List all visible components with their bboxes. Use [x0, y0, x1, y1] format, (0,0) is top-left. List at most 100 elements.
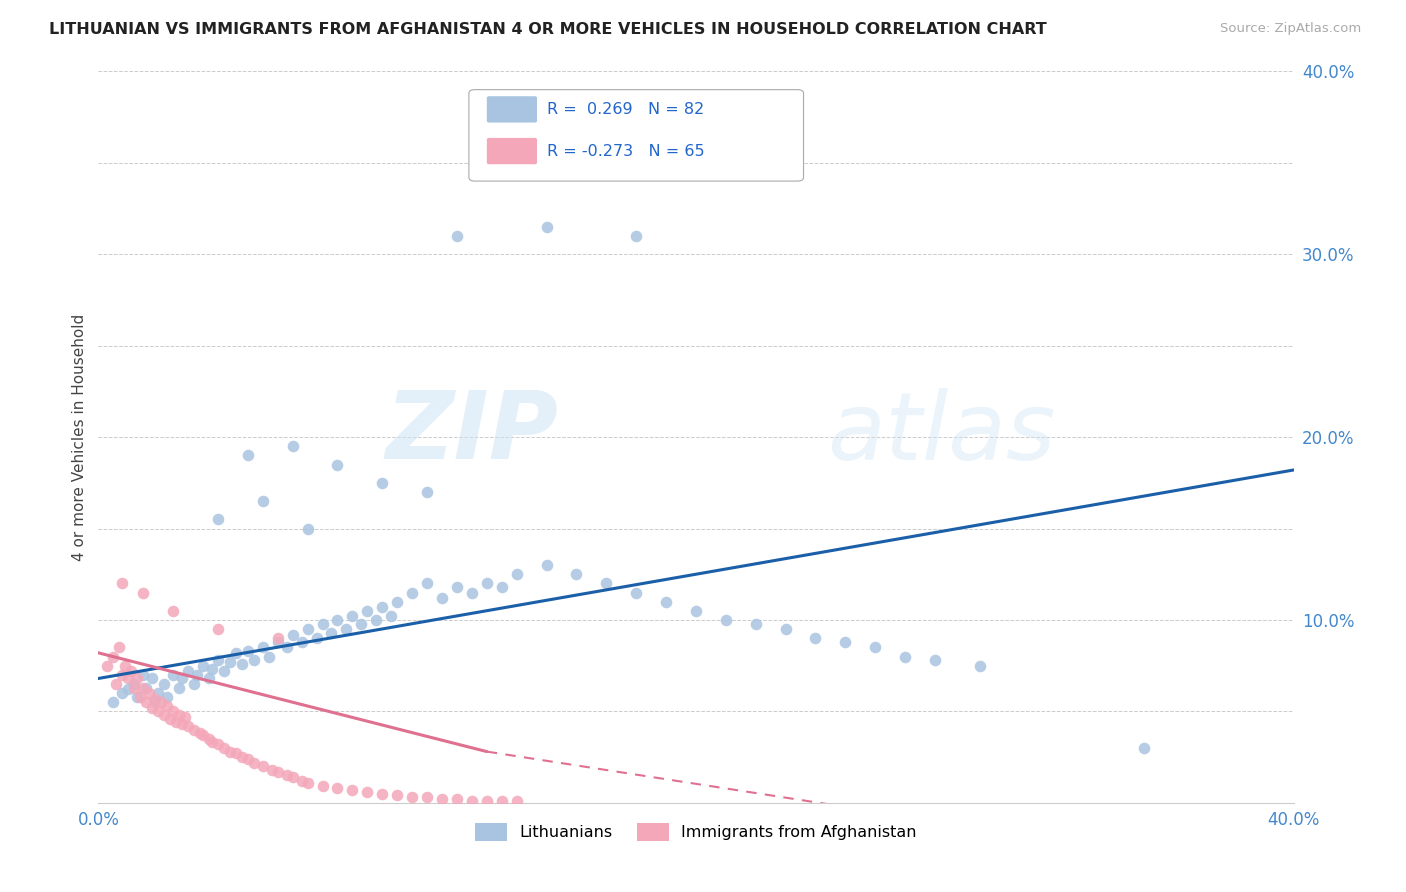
Point [111, 686, 134, 700]
Point [335, 622, 357, 636]
Point [117, 672, 139, 686]
Point [350, 616, 373, 631]
Point [416, 485, 439, 500]
Point [153, 708, 176, 723]
Point [124, 677, 146, 691]
Point [446, 229, 468, 244]
Point [491, 794, 513, 808]
Point [342, 609, 364, 624]
Point [124, 681, 146, 695]
Point [105, 677, 128, 691]
Point [132, 681, 155, 695]
Point [243, 756, 266, 770]
Point [183, 677, 205, 691]
Point [219, 745, 242, 759]
Point [252, 640, 274, 655]
Point [356, 604, 378, 618]
Point [129, 690, 152, 704]
Point [252, 494, 274, 508]
Point [201, 662, 224, 676]
Point [1133, 740, 1156, 755]
Point [326, 458, 349, 472]
Point [156, 690, 179, 704]
Point [267, 632, 290, 646]
Point [108, 640, 131, 655]
Point [174, 710, 197, 724]
Point [380, 609, 402, 624]
Point [212, 664, 235, 678]
Point [536, 558, 558, 573]
Point [385, 789, 409, 803]
Point [595, 576, 617, 591]
Point [162, 705, 184, 719]
Point [103, 649, 125, 664]
Point [231, 657, 253, 671]
Text: ZIP: ZIP [385, 387, 558, 479]
Point [162, 604, 184, 618]
Point [153, 677, 176, 691]
Point [326, 613, 349, 627]
Point [446, 792, 468, 806]
Point [371, 475, 394, 490]
Point [969, 658, 991, 673]
Point [177, 664, 200, 678]
Point [475, 794, 498, 808]
Point [207, 653, 229, 667]
Point [894, 649, 917, 664]
Point [804, 632, 827, 646]
Point [366, 613, 388, 627]
Point [148, 705, 170, 719]
Point [685, 604, 707, 618]
Point [401, 585, 423, 599]
Point [267, 764, 290, 779]
Point [297, 521, 319, 535]
Point [257, 649, 280, 664]
Point [291, 635, 314, 649]
Point [371, 600, 394, 615]
Point [311, 780, 333, 794]
Point [165, 715, 187, 730]
Point [267, 635, 290, 649]
Point [865, 640, 887, 655]
Point [565, 567, 588, 582]
Point [506, 794, 529, 808]
Point [276, 640, 298, 655]
Point [120, 664, 142, 678]
Point [167, 708, 190, 723]
Point [243, 653, 266, 667]
Point [297, 622, 319, 636]
Text: atlas: atlas [827, 388, 1056, 479]
Point [103, 695, 125, 709]
Point [775, 622, 797, 636]
Point [446, 580, 468, 594]
Point [207, 512, 229, 526]
Point [236, 448, 259, 462]
Point [219, 655, 242, 669]
Point [96, 658, 118, 673]
Point [141, 672, 163, 686]
Point [225, 747, 247, 761]
Point [143, 695, 166, 709]
Point [132, 667, 155, 681]
Point [191, 658, 214, 673]
Point [461, 585, 484, 599]
Point [475, 576, 498, 591]
Point [924, 653, 946, 667]
Point [834, 635, 856, 649]
Point [201, 735, 224, 749]
Point [111, 576, 134, 591]
Point [138, 686, 160, 700]
Point [135, 695, 157, 709]
Point [326, 781, 349, 796]
Point [401, 790, 423, 805]
FancyBboxPatch shape [486, 138, 537, 164]
Point [297, 775, 319, 789]
Point [236, 644, 259, 658]
Point [276, 768, 298, 782]
Point [198, 731, 221, 746]
Point [150, 695, 173, 709]
Point [252, 759, 274, 773]
Point [745, 616, 768, 631]
Point [281, 627, 304, 641]
Point [655, 594, 678, 608]
